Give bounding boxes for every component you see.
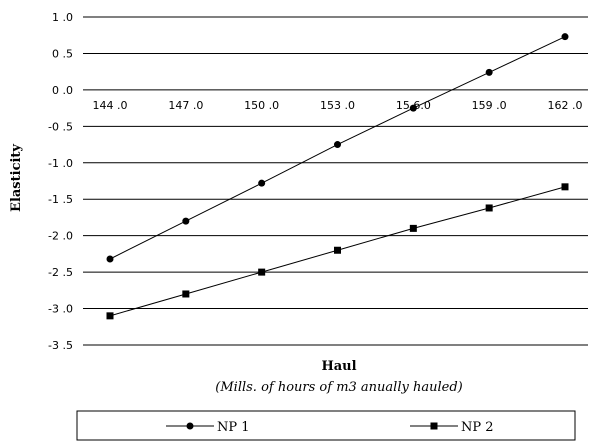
x-tick-label: 144 .0	[93, 99, 128, 112]
legend: NP 1 NP 2	[166, 420, 494, 435]
y-tick-label: 0 .5	[52, 47, 73, 60]
legend-label: NP 1	[217, 420, 250, 435]
data-point-circle	[409, 104, 417, 112]
series-layer	[106, 33, 569, 320]
y-axis-tick-labels: 1 .0 0 .5 0 .0 -0 .5 -1 .0 -1 .5 -2 .0 -2 .5 -3 …	[48, 11, 73, 352]
x-tick-label: 150 .0	[244, 99, 279, 112]
data-point-circle	[106, 255, 114, 263]
y-tick-label: -2 .5	[48, 266, 73, 279]
legend-box	[76, 410, 576, 441]
data-point-circle	[485, 68, 493, 76]
x-tick-label: 159 .0	[472, 99, 507, 112]
grid-layer	[83, 16, 588, 346]
y-tick-label: -3 .5	[48, 339, 73, 352]
data-point-square	[182, 290, 190, 298]
y-tick-label: 0 .0	[52, 84, 73, 97]
legend-marker-square	[430, 422, 438, 430]
data-point-circle	[182, 217, 190, 225]
legend-marker-circle	[186, 422, 194, 430]
x-axis-subtitle: (Mills. of hours of m3 anually hauled)	[215, 380, 462, 395]
data-point-square	[561, 183, 569, 191]
data-point-circle	[258, 179, 266, 187]
data-point-square	[485, 204, 493, 212]
x-axis-title: Haul	[321, 359, 356, 374]
x-tick-label: 147 .0	[168, 99, 203, 112]
y-tick-label: -1 .5	[48, 193, 73, 206]
y-tick-label: 1 .0	[52, 11, 73, 24]
x-tick-label: 162 .0	[548, 99, 583, 112]
y-axis-title: Elasticity	[9, 144, 24, 212]
data-point-square	[409, 224, 417, 232]
y-tick-label: -3 .0	[48, 303, 73, 316]
x-axis-tick-labels: 144 .0 147 .0 150 .0 153 .0 15 6.0 159 .0 162 …	[93, 99, 583, 112]
y-tick-label: -2 .0	[48, 230, 73, 243]
data-point-circle	[561, 33, 569, 41]
x-tick-label: 153 .0	[320, 99, 355, 112]
y-tick-label: -0 .5	[48, 120, 73, 133]
data-point-circle	[334, 141, 341, 149]
data-point-square	[334, 246, 341, 254]
y-tick-label: -1 .0	[48, 157, 73, 170]
legend-label: NP 2	[461, 420, 494, 435]
data-point-square	[258, 268, 266, 276]
data-point-square	[106, 312, 114, 320]
